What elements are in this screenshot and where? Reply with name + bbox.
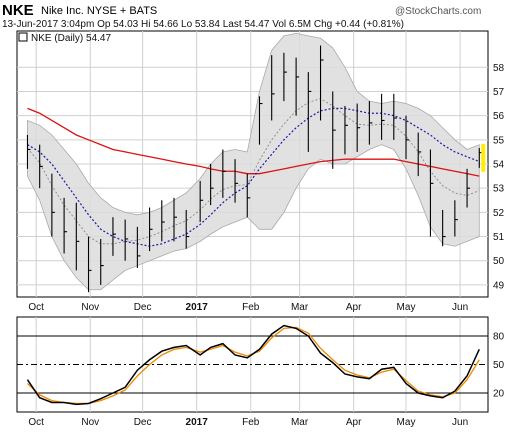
osc-tick-label: 20 — [493, 389, 505, 400]
osc-month-label: 2017 — [186, 417, 209, 428]
ohlc-bars — [26, 45, 486, 293]
osc-tick-label: 80 — [493, 332, 505, 343]
price-month-label: Feb — [242, 302, 260, 313]
price-month-label: 2017 — [186, 302, 209, 313]
price-tick-label: 49 — [493, 280, 505, 291]
ma50-line — [27, 107, 480, 247]
osc-month-label: Nov — [81, 417, 99, 428]
osc-month-label: Apr — [346, 417, 362, 428]
legend-label: NKE (Daily) 54.47 — [31, 33, 111, 44]
price-tick-label: 56 — [493, 111, 505, 122]
price-month-label: Mar — [291, 302, 309, 313]
symbol-label: NKE — [2, 2, 34, 19]
price-tick-label: 58 — [493, 63, 505, 74]
price-month-label: Nov — [81, 302, 99, 313]
osc-month-label: Mar — [291, 417, 309, 428]
company-label: Nike Inc. NYSE + BATS — [41, 5, 157, 17]
bollinger-band — [27, 33, 480, 291]
price-month-label: Dec — [134, 302, 152, 313]
osc-month-label: May — [397, 417, 416, 428]
watermark: @StockCharts.com — [395, 6, 481, 17]
price-month-label: May — [397, 302, 416, 313]
price-tick-label: 51 — [493, 232, 505, 243]
price-tick-label: 57 — [493, 87, 505, 98]
oscillator-grid — [17, 317, 488, 412]
osc-month-label: Oct — [28, 417, 44, 428]
legend-box — [18, 32, 28, 42]
price-y-ticks: 49 50 51 52 53 54 55 56 57 58 — [493, 63, 505, 292]
osc-month-label: Feb — [242, 417, 260, 428]
price-month-label: Jun — [452, 302, 468, 313]
moving-averages — [27, 107, 480, 247]
price-month-label: Oct — [28, 302, 44, 313]
osc-month-label: Dec — [134, 417, 152, 428]
price-tick-label: 52 — [493, 208, 505, 219]
osc-month-label: Jun — [452, 417, 468, 428]
price-tick-label: 55 — [493, 135, 505, 146]
oscillator-y-ticks: 20 50 80 — [493, 332, 505, 400]
price-month-label: Apr — [346, 302, 362, 313]
price-tick-label: 54 — [493, 160, 505, 171]
oscillator-lines — [26, 324, 480, 406]
bollinger-middle — [27, 98, 480, 245]
ma200-line — [27, 107, 480, 177]
price-x-ticks: Oct Nov Dec 2017 Feb Mar Apr May Jun — [28, 302, 468, 313]
osc-main-line — [26, 324, 480, 406]
oscillator-x-ticks: Oct Nov Dec 2017 Feb Mar Apr May Jun — [28, 417, 468, 428]
bollinger-fill — [27, 33, 480, 291]
price-tick-label: 50 — [493, 256, 505, 267]
price-tick-label: 53 — [493, 184, 505, 195]
last-bar-highlight — [481, 144, 486, 172]
quote-line: 13-Jun-2017 3:04pm Op 54.03 Hi 54.66 Lo … — [2, 19, 404, 30]
osc-tick-label: 50 — [493, 360, 505, 371]
